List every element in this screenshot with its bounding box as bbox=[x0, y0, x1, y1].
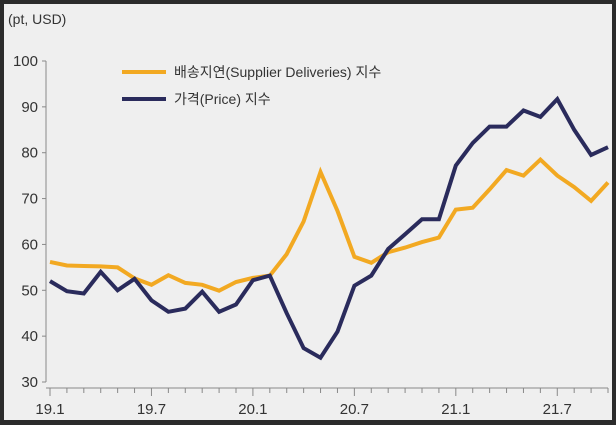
x-axis: 19.1 19.7 20.1 20.7 21.1 21.7 bbox=[35, 387, 609, 418]
x-tick-label: 20.1 bbox=[238, 401, 267, 418]
chart-panel: (pt, USD) 30 40 50 60 70 80 90 100 19.1 19.7 20.1… bbox=[4, 4, 612, 420]
y-tick-label: 70 bbox=[21, 191, 38, 208]
line-chart: (pt, USD) 30 40 50 60 70 80 90 100 19.1 19.7 20.1… bbox=[8, 11, 610, 418]
series-line-2 bbox=[48, 95, 609, 361]
x-tick-label: 20.7 bbox=[340, 401, 369, 418]
y-tick-label: 90 bbox=[21, 99, 38, 116]
y-tick-label: 60 bbox=[21, 236, 38, 253]
y-tick-label: 100 bbox=[13, 53, 38, 70]
series-lines bbox=[48, 95, 610, 361]
legend-label-2: 가격(Price) 지수 bbox=[174, 91, 271, 107]
y-tick-label: 50 bbox=[21, 282, 38, 299]
x-tick-label: 19.1 bbox=[35, 401, 64, 418]
y-axis: 30 40 50 60 70 80 90 100 bbox=[13, 53, 47, 391]
x-tick-label: 19.7 bbox=[137, 401, 166, 418]
y-tick-label: 30 bbox=[21, 374, 38, 391]
x-tick-label: 21.1 bbox=[441, 401, 470, 418]
y-tick-label: 40 bbox=[21, 328, 38, 345]
x-tick-label: 21.7 bbox=[543, 401, 572, 418]
y-tick-label: 80 bbox=[21, 145, 38, 162]
legend-label-1: 배송지연(Supplier Deliveries) 지수 bbox=[174, 64, 381, 80]
unit-label: (pt, USD) bbox=[8, 11, 66, 27]
series-line-1 bbox=[49, 156, 610, 293]
